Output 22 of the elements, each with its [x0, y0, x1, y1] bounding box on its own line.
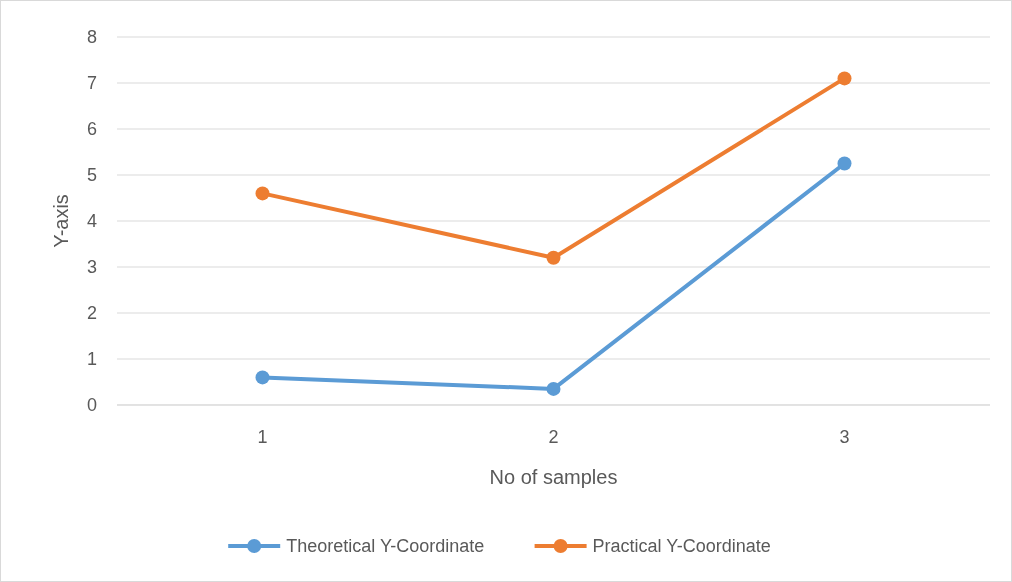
x-axis-title: No of samples — [489, 466, 618, 488]
point — [546, 381, 561, 396]
point — [837, 156, 852, 171]
x-tick-label: 1 — [257, 427, 268, 447]
point — [255, 186, 270, 201]
x-tick-label: 3 — [839, 427, 850, 447]
y-axis-title: Y-axis — [50, 194, 72, 248]
y-tick-label: 2 — [86, 303, 97, 324]
y-tick-label: 7 — [86, 73, 97, 94]
y-tick-label: 6 — [86, 119, 97, 140]
legend-label: Practical Y-Coordinate — [592, 536, 771, 557]
point — [837, 71, 852, 86]
y-tick-label: 4 — [86, 211, 97, 232]
point — [255, 370, 270, 385]
y-tick-label: 1 — [86, 349, 97, 370]
x-tick-label: 2 — [548, 427, 559, 447]
y-tick-label: 3 — [86, 257, 97, 278]
y-tick-label: 0 — [86, 395, 97, 416]
point — [546, 250, 561, 265]
y-tick-label: 8 — [86, 27, 97, 48]
y-tick-label: 5 — [86, 165, 97, 186]
legend-label: Theoretical Y-Coordinate — [286, 536, 485, 557]
